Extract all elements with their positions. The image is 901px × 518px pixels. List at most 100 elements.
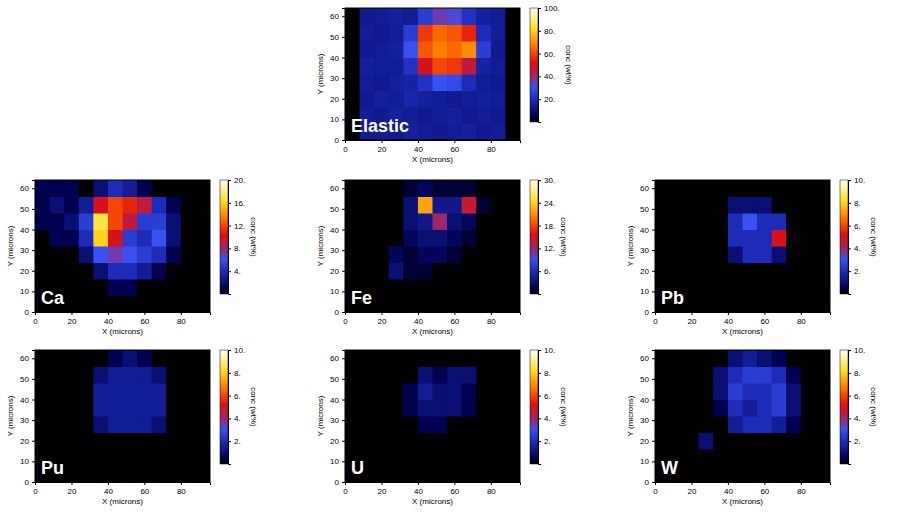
heatmap-cell: [462, 367, 477, 384]
heatmap-cell: [491, 383, 506, 400]
heatmap-cell: [476, 367, 491, 384]
tick-label: 30: [640, 246, 649, 255]
colorbar: [530, 180, 538, 294]
heatmap-cell: [166, 197, 181, 214]
heatmap-cell: [728, 466, 743, 483]
axis-line: [36, 313, 211, 316]
tick: 80.: [538, 27, 555, 36]
heatmap-cell: [505, 213, 520, 230]
heatmap-cell: [491, 367, 506, 384]
colorbar: [840, 350, 848, 464]
tick-mark: [538, 248, 541, 249]
tick-label: 6.: [544, 392, 551, 401]
heatmap-cell: [684, 279, 699, 296]
tick: 40: [330, 54, 345, 63]
heatmap-cell: [462, 400, 477, 417]
heatmap-cell: [389, 197, 404, 214]
tick: 80: [487, 482, 496, 496]
heatmap-cell: [743, 466, 758, 483]
heatmap-cell: [772, 466, 787, 483]
heatmap-cell: [713, 180, 728, 197]
heatmap-cell: [433, 58, 448, 75]
heatmap-cell: [345, 8, 360, 25]
panel: 0204060800102030405060X (microns)Y (micr…: [626, 176, 878, 336]
heatmap-cell: [79, 180, 94, 197]
heatmap-cell: [181, 263, 196, 280]
heatmap-cell: [772, 367, 787, 384]
heatmap-cell: [772, 449, 787, 466]
heatmap-cell: [815, 197, 830, 214]
heatmap-cell: [772, 180, 787, 197]
tick: 20: [68, 482, 77, 496]
tick: 16.: [228, 199, 245, 208]
tick-mark: [538, 226, 541, 227]
tick-label: 0: [653, 317, 658, 326]
heatmap-cell: [699, 416, 714, 433]
heatmap-cell: [374, 296, 389, 313]
heatmap-cell: [108, 296, 123, 313]
tick: 40: [640, 396, 655, 405]
tick-mark: [538, 396, 541, 397]
tick-label: 80: [487, 145, 496, 154]
heatmap-cell: [418, 416, 433, 433]
heatmap-cell: [728, 433, 743, 450]
heatmap-cell: [137, 296, 152, 313]
heatmap-cell: [152, 449, 167, 466]
heatmap-cell: [447, 25, 462, 42]
heatmap-cell: [476, 8, 491, 25]
heatmap-cell: [786, 466, 801, 483]
tick-label: 8.: [854, 369, 861, 378]
tick-label: 80.: [544, 27, 555, 36]
heatmap-cell: [345, 350, 360, 367]
heatmap-cell: [433, 350, 448, 367]
heatmap-cell: [50, 197, 65, 214]
heatmap-cell: [476, 213, 491, 230]
tick-label: 0: [335, 478, 340, 487]
heatmap-cell: [374, 400, 389, 417]
tick-label: 4.: [234, 414, 241, 423]
tick-label: 50: [330, 375, 339, 384]
tick: 60: [20, 184, 35, 193]
tick: 40: [640, 226, 655, 235]
heatmap-cell: [743, 180, 758, 197]
x-axis-title: X (microns): [412, 155, 453, 164]
heatmap-cell: [447, 180, 462, 197]
heatmap-cell: [815, 433, 830, 450]
tick: 20: [640, 267, 655, 276]
heatmap-cell: [345, 383, 360, 400]
heatmap-cell: [64, 230, 79, 247]
heatmap-cell: [670, 416, 685, 433]
heatmap-cell: [655, 416, 670, 433]
heatmap-cell: [476, 124, 491, 141]
heatmap-cell: [476, 58, 491, 75]
heatmap-cell: [93, 263, 108, 280]
heatmap-cell: [403, 466, 418, 483]
heatmap-cell: [476, 279, 491, 296]
x-axis: 020406080: [343, 140, 520, 154]
heatmap-cell: [757, 180, 772, 197]
heatmap-cell: [505, 8, 520, 25]
heatmap-cell: [108, 197, 123, 214]
tick-label: 6.: [234, 392, 241, 401]
heatmap-cell: [462, 74, 477, 91]
tick: 10: [330, 115, 345, 124]
tick: 10.: [848, 176, 865, 185]
heatmap-cells: [655, 180, 830, 312]
heatmap-cell: [345, 91, 360, 108]
tick: 40: [414, 140, 423, 154]
heatmap-cell: [684, 466, 699, 483]
tick-label: 4.: [854, 244, 861, 253]
tick: 10.: [848, 346, 865, 355]
heatmap-cell: [123, 279, 138, 296]
heatmap-cell: [181, 383, 196, 400]
x-axis-title: X (microns): [412, 497, 453, 506]
tick-label: 20: [640, 437, 649, 446]
tick-mark: [848, 248, 851, 249]
heatmap-cell: [491, 449, 506, 466]
heatmap-cell: [757, 466, 772, 483]
colorbar-title: conc (wt%): [869, 387, 878, 427]
heatmap-cell: [374, 246, 389, 263]
heatmap-cell: [64, 416, 79, 433]
heatmap-cell: [374, 74, 389, 91]
tick-label: 20: [20, 437, 29, 446]
